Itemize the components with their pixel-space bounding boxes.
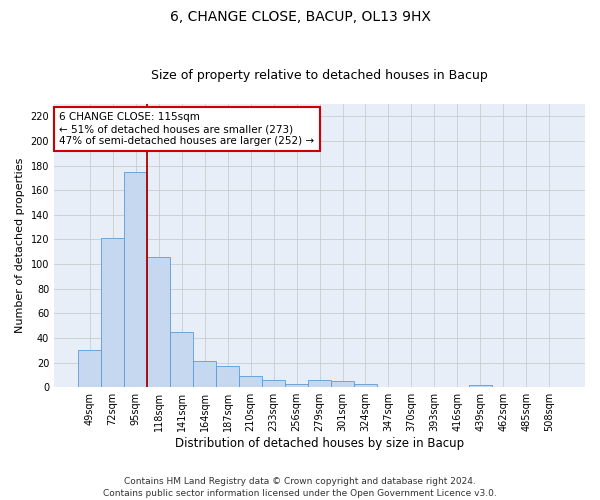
Bar [262,380,285,387]
Bar [124,172,147,387]
Text: 6, CHANGE CLOSE, BACUP, OL13 9HX: 6, CHANGE CLOSE, BACUP, OL13 9HX [170,10,430,24]
Bar [147,256,170,387]
Title: Size of property relative to detached houses in Bacup: Size of property relative to detached ho… [151,69,488,82]
Bar [354,384,377,387]
Bar [239,376,262,387]
Text: 6 CHANGE CLOSE: 115sqm
← 51% of detached houses are smaller (273)
47% of semi-de: 6 CHANGE CLOSE: 115sqm ← 51% of detached… [59,112,314,146]
Bar [469,384,492,387]
Bar [216,366,239,387]
Y-axis label: Number of detached properties: Number of detached properties [15,158,25,334]
Bar [101,238,124,387]
Bar [193,362,216,387]
Bar [331,381,354,387]
Bar [78,350,101,387]
Text: Contains HM Land Registry data © Crown copyright and database right 2024.
Contai: Contains HM Land Registry data © Crown c… [103,476,497,498]
Bar [285,384,308,387]
X-axis label: Distribution of detached houses by size in Bacup: Distribution of detached houses by size … [175,437,464,450]
Bar [308,380,331,387]
Bar [170,332,193,387]
